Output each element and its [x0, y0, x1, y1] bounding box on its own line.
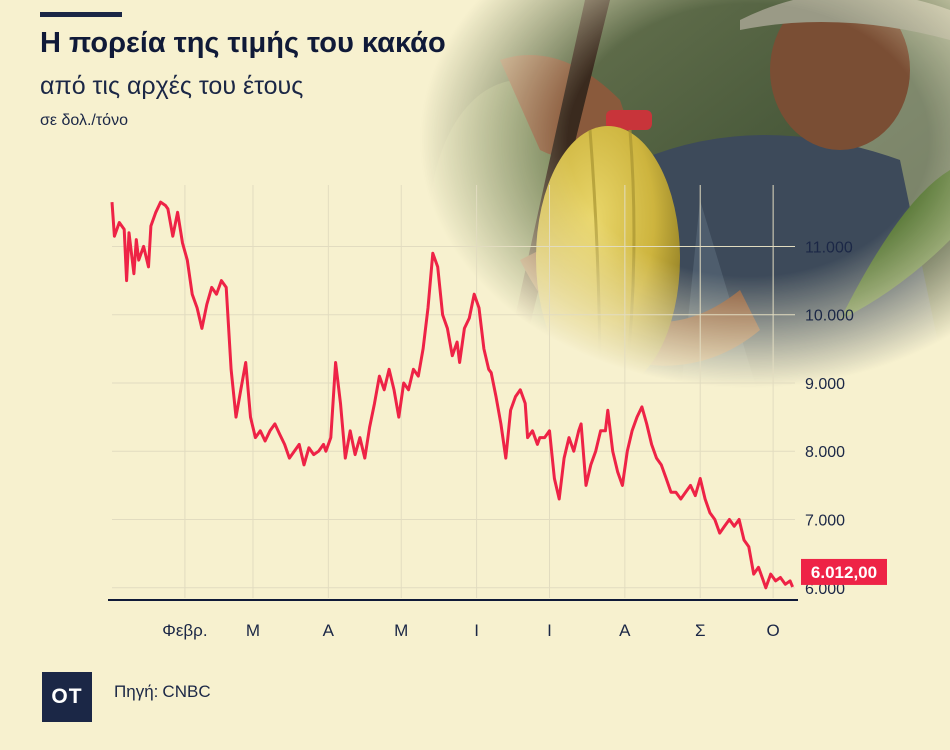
x-tick-label: Φεβρ.	[162, 621, 207, 640]
source-note: Πηγή: CNBC	[114, 682, 211, 702]
x-tick-label: Σ	[695, 621, 706, 640]
top-accent-rule	[40, 12, 122, 17]
y-tick-label: 8.000	[805, 444, 845, 461]
chart-subtitle: από τις αρχές του έτους	[40, 72, 304, 100]
last-value-badge	[801, 558, 887, 585]
x-tick-label: Ι	[547, 621, 552, 640]
x-tick-label: Μ	[246, 621, 260, 640]
x-tick-label: Α	[619, 621, 631, 640]
x-tick-label: Ο	[767, 621, 780, 640]
x-tick-label: Ι	[474, 621, 479, 640]
last-value-label: 6.012,00	[811, 563, 877, 582]
y-tick-label: 10.000	[805, 308, 854, 325]
source-value: CNBC	[162, 682, 211, 701]
unit-label: σε δολ./τόνο	[40, 112, 128, 129]
y-tick-label: 7.000	[805, 512, 845, 529]
price-series-line	[110, 200, 794, 590]
y-tick-label: 11.000	[805, 239, 853, 256]
y-tick-label: 9.000	[805, 376, 845, 393]
source-label: Πηγή:	[114, 682, 159, 701]
chart-title: Η πορεία της τιμής του κακάο	[40, 27, 446, 59]
y-tick-label: 6.000	[805, 581, 845, 598]
ot-logo: OT	[42, 672, 92, 722]
x-tick-label: Μ	[394, 621, 408, 640]
x-tick-label: Α	[323, 621, 335, 640]
